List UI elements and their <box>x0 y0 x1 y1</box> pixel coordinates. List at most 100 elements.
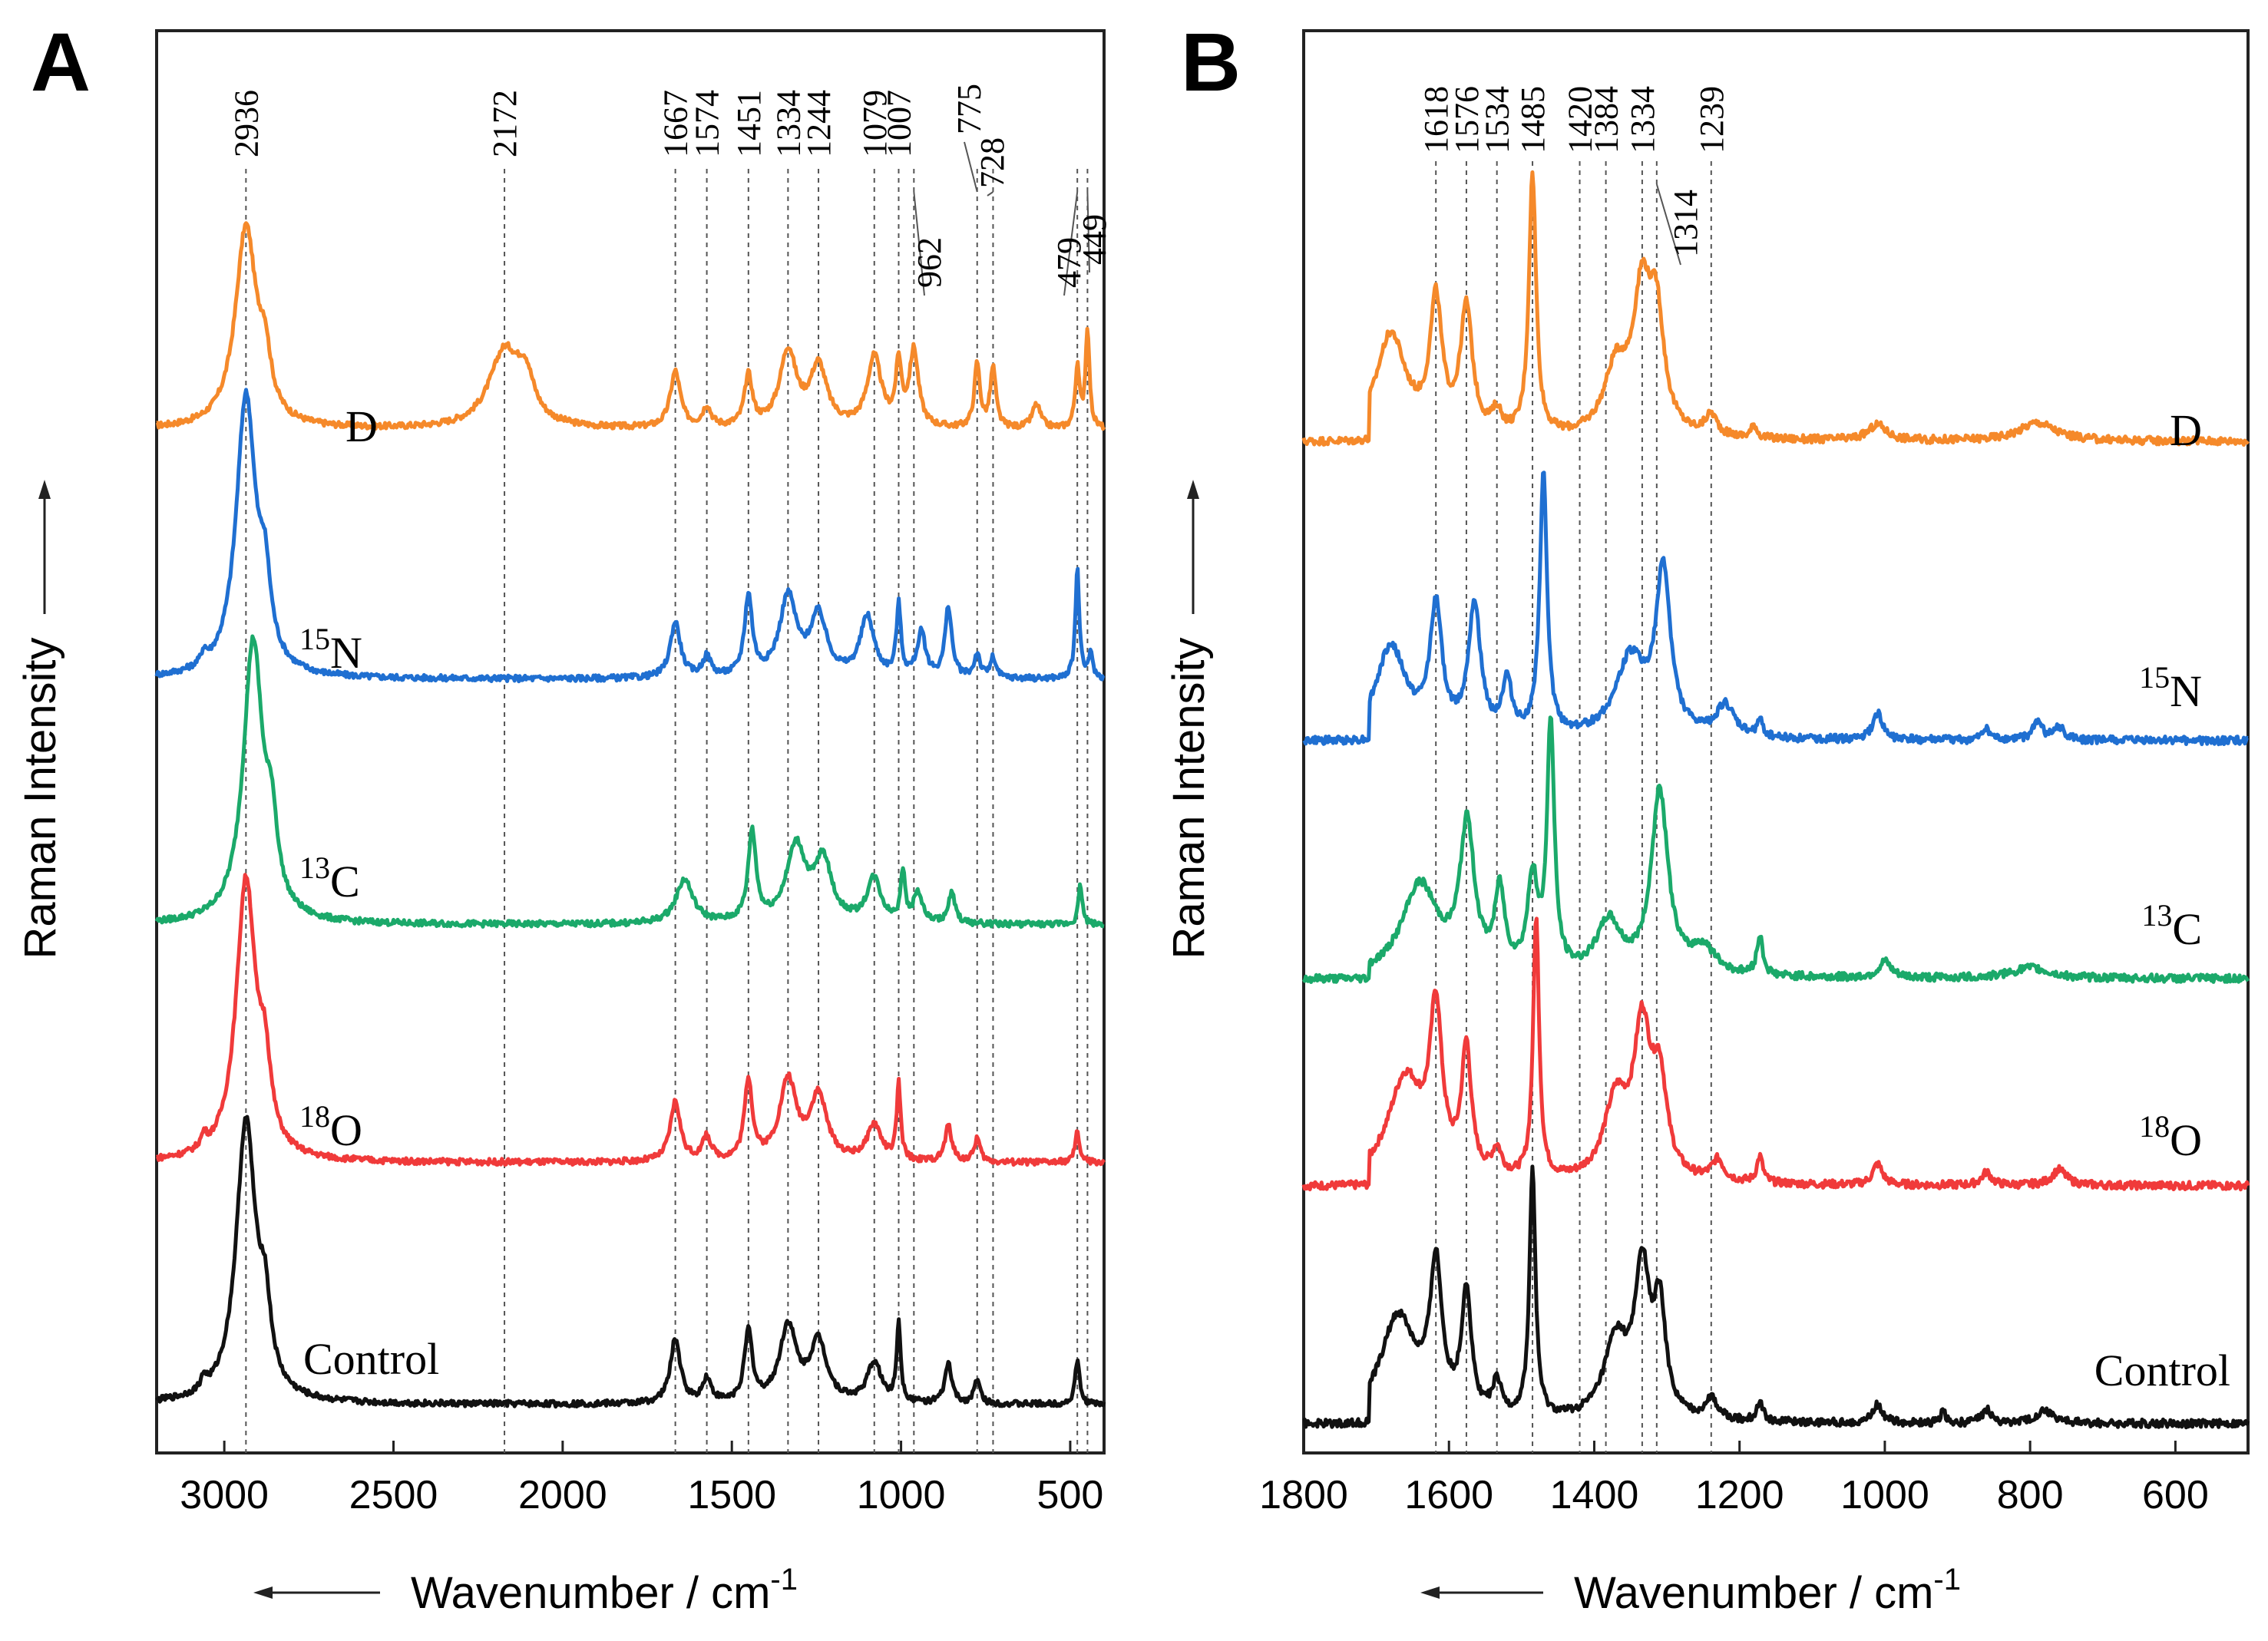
panel-b-tick-label: 600 <box>2142 1473 2209 1517</box>
panel-a-marker-label: 2172 <box>486 90 524 157</box>
isotope-mass-number: 15 <box>299 622 330 656</box>
panel-b-tick-label: 1400 <box>1550 1473 1639 1517</box>
panel-b-x-axis-label: Wavenumber / cm-1 <box>1574 1563 1961 1618</box>
panel-a-marker-leader <box>1063 191 1079 296</box>
panel-a-series-control-line <box>154 1114 1106 1409</box>
panel-a-marker-label: 1007 <box>880 90 917 157</box>
panel-b-series-15n-line <box>1302 471 2250 747</box>
panel-b-marker-label: 1384 <box>1588 86 1625 154</box>
panel-a-marker-leader <box>1086 191 1090 273</box>
panel-a-series-13c-line <box>154 634 1106 929</box>
panel-b-marker-label: 1618 <box>1417 86 1455 154</box>
panel-a-marker-leader <box>987 191 994 196</box>
panel-b-x-arrow <box>1420 1587 1543 1599</box>
panel-a-marker-label: 775 <box>951 84 988 134</box>
panel-b-tick-label: 1000 <box>1840 1473 1929 1517</box>
panel-b-y-axis-label: Raman Intensity <box>1164 637 1214 959</box>
panel-b-marker-label: 1420 <box>1562 86 1599 154</box>
panel-b-series-labels: D 15N 13C 18O Control <box>2094 405 2230 1395</box>
panel-a-marker-label: 1334 <box>769 90 807 157</box>
panel-b-marker-label: 1334 <box>1624 86 1661 154</box>
panel-b-x-axis-label-main: Wavenumber / cm <box>1574 1568 1933 1618</box>
panel-b-series-label-d: D <box>2170 405 2202 455</box>
panel-a-series-label-18o: 18O <box>299 1099 362 1155</box>
panel-b-series-label-18o: 18O <box>2139 1109 2202 1165</box>
panel-b-series <box>1301 170 2250 1430</box>
isotope-element: N <box>330 628 362 678</box>
isotope-element: N <box>2170 666 2202 716</box>
panel-a-tick-label: 2500 <box>349 1473 438 1517</box>
panel-b-tick-label: 1600 <box>1404 1473 1493 1517</box>
isotope-element: C <box>2172 904 2202 954</box>
panel-b-marker-label: 1576 <box>1448 86 1486 154</box>
panel-b-series-label-control: Control <box>2094 1345 2230 1395</box>
panel-b-series-18o-line <box>1301 916 2250 1192</box>
panel-a-x-axis-label-sup: -1 <box>770 1563 798 1596</box>
panel-a-x-axis-label: Wavenumber / cm-1 <box>411 1563 798 1618</box>
panel-a-tick-label: 3000 <box>180 1473 269 1517</box>
isotope-mass-number: 13 <box>2141 898 2172 933</box>
panel-b-marker-label: 1485 <box>1514 86 1552 154</box>
panel-a-x-axis-label-main: Wavenumber / cm <box>411 1568 770 1618</box>
panel-a-marker-label: 1079 <box>856 90 894 157</box>
panel-b-marker-label: 1314 <box>1667 190 1704 257</box>
panel-b-tick-label: 1200 <box>1695 1473 1784 1517</box>
panel-b-tick-label: 1800 <box>1259 1473 1348 1517</box>
isotope-element: C <box>330 857 360 906</box>
panel-a-marker-label: 1244 <box>800 90 838 157</box>
panel-a-marker-label: 2936 <box>227 90 265 157</box>
panel-b-x-axis-label-sup: -1 <box>1933 1563 1961 1596</box>
panel-a-x-axis: 3000 2500 2000 1500 1000 500 <box>180 1441 1103 1517</box>
panel-b-letter: B <box>1181 15 1241 108</box>
isotope-element: O <box>330 1105 362 1155</box>
panel-a-marker-label: 479 <box>1050 237 1088 288</box>
panel-a-series-labels: D 15N 13C 18O Control <box>299 401 439 1384</box>
panel-a-y-axis-label: Raman Intensity <box>15 637 65 959</box>
panel-a-marker-label: 449 <box>1076 214 1113 265</box>
panel-a-marker-label: 728 <box>974 137 1011 188</box>
panel-a-y-axis-label-group: Raman Intensity <box>15 637 65 959</box>
panel-b-series-label-15n: 15N <box>2139 660 2202 716</box>
panel-a-tick-label: 1500 <box>687 1473 776 1517</box>
panel-b-series-control-line <box>1302 1164 2250 1430</box>
panel-a-marker-label: 962 <box>911 237 948 288</box>
panel-a-marker-leader <box>913 191 925 296</box>
panel-a-marker-label: 1451 <box>730 90 768 157</box>
panel-a-series-label-control: Control <box>303 1334 439 1384</box>
panel-b-marker-label: 1239 <box>1693 86 1731 154</box>
panel-a-frame <box>155 29 1106 1454</box>
panel-a-marker-label: 1667 <box>657 90 695 157</box>
panel-a-letter: A <box>31 15 91 108</box>
panel-b-y-axis-label-group: Raman Intensity <box>1164 637 1214 959</box>
panel-b-series-13c-line <box>1301 715 2250 984</box>
panel-a-tick-label: 1000 <box>857 1473 946 1517</box>
panel-a-series-label-d: D <box>345 401 378 451</box>
panel-a-marker-leader <box>964 141 978 193</box>
panel-b-tick-label: 800 <box>1997 1473 2064 1517</box>
panel-a-y-arrow <box>38 480 51 614</box>
panel-a-tick-label: 2000 <box>518 1473 607 1517</box>
panel-b-series-label-13c: 13C <box>2141 898 2202 954</box>
panel-b-series-d-line <box>1301 170 2250 447</box>
panel-b-x-axis: 1800 1600 1400 1200 1000 800 600 <box>1259 1441 2209 1517</box>
isotope-mass-number: 15 <box>2139 660 2170 695</box>
panel-a-series-label-13c: 13C <box>299 850 360 906</box>
panel-a-series-d-line <box>155 221 1106 431</box>
panel-a-series-15n-line <box>154 388 1106 684</box>
panel-a-x-arrow <box>253 1587 380 1599</box>
panel-a-series-label-15n: 15N <box>299 622 362 678</box>
panel-a-marker-label: 1574 <box>689 90 726 157</box>
panel-a-series-18o-line <box>155 873 1106 1167</box>
isotope-mass-number: 13 <box>299 850 330 885</box>
panel-b-marker-leader <box>1655 183 1681 266</box>
isotope-mass-number: 18 <box>299 1099 330 1134</box>
panel-a-series <box>154 221 1106 1409</box>
panel-b-y-arrow <box>1187 480 1199 614</box>
isotope-element: O <box>2170 1115 2202 1165</box>
panel-b-marker-label: 1534 <box>1479 86 1516 154</box>
